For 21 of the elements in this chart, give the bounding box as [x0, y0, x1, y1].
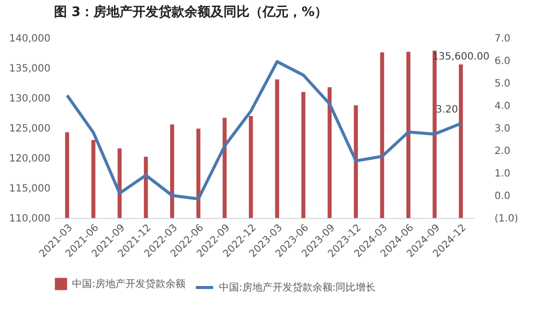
y-tick-label: 130,000 — [9, 94, 50, 104]
y2-tick-label: 7.0 — [494, 34, 510, 44]
y2-tick-label: 4.0 — [494, 101, 510, 112]
y-tick-label: 140,000 — [9, 34, 50, 44]
y2-tick-label: 5.0 — [494, 78, 510, 90]
y-tick-label: 135,000 — [9, 64, 50, 74]
y2-tick-label: 6.0 — [494, 56, 510, 67]
y-tick-label: 110,000 — [9, 214, 50, 224]
y2-tick-label: 2.0 — [494, 146, 510, 157]
chart-title: 图 3：房地产开发贷款余额及同比（亿元，%） — [54, 4, 328, 20]
y-tick-label: 120,000 — [9, 154, 50, 164]
y-tick-label: 125,000 — [9, 124, 50, 134]
y2-tick-label: (1.0) — [494, 214, 518, 224]
data-label: 3.20 — [436, 104, 458, 116]
y-tick-label: 115,000 — [9, 184, 50, 194]
legend-label: 中国:房地产开发贷款余额 — [72, 278, 186, 290]
line-series — [66, 60, 462, 200]
legend-label: 中国:房地产开发贷款余额:同比增长 — [219, 282, 376, 294]
y2-tick-label: 1.0 — [494, 168, 510, 180]
y2-tick-label: 0.0 — [494, 191, 510, 202]
y2-tick-label: 3.0 — [494, 124, 510, 134]
